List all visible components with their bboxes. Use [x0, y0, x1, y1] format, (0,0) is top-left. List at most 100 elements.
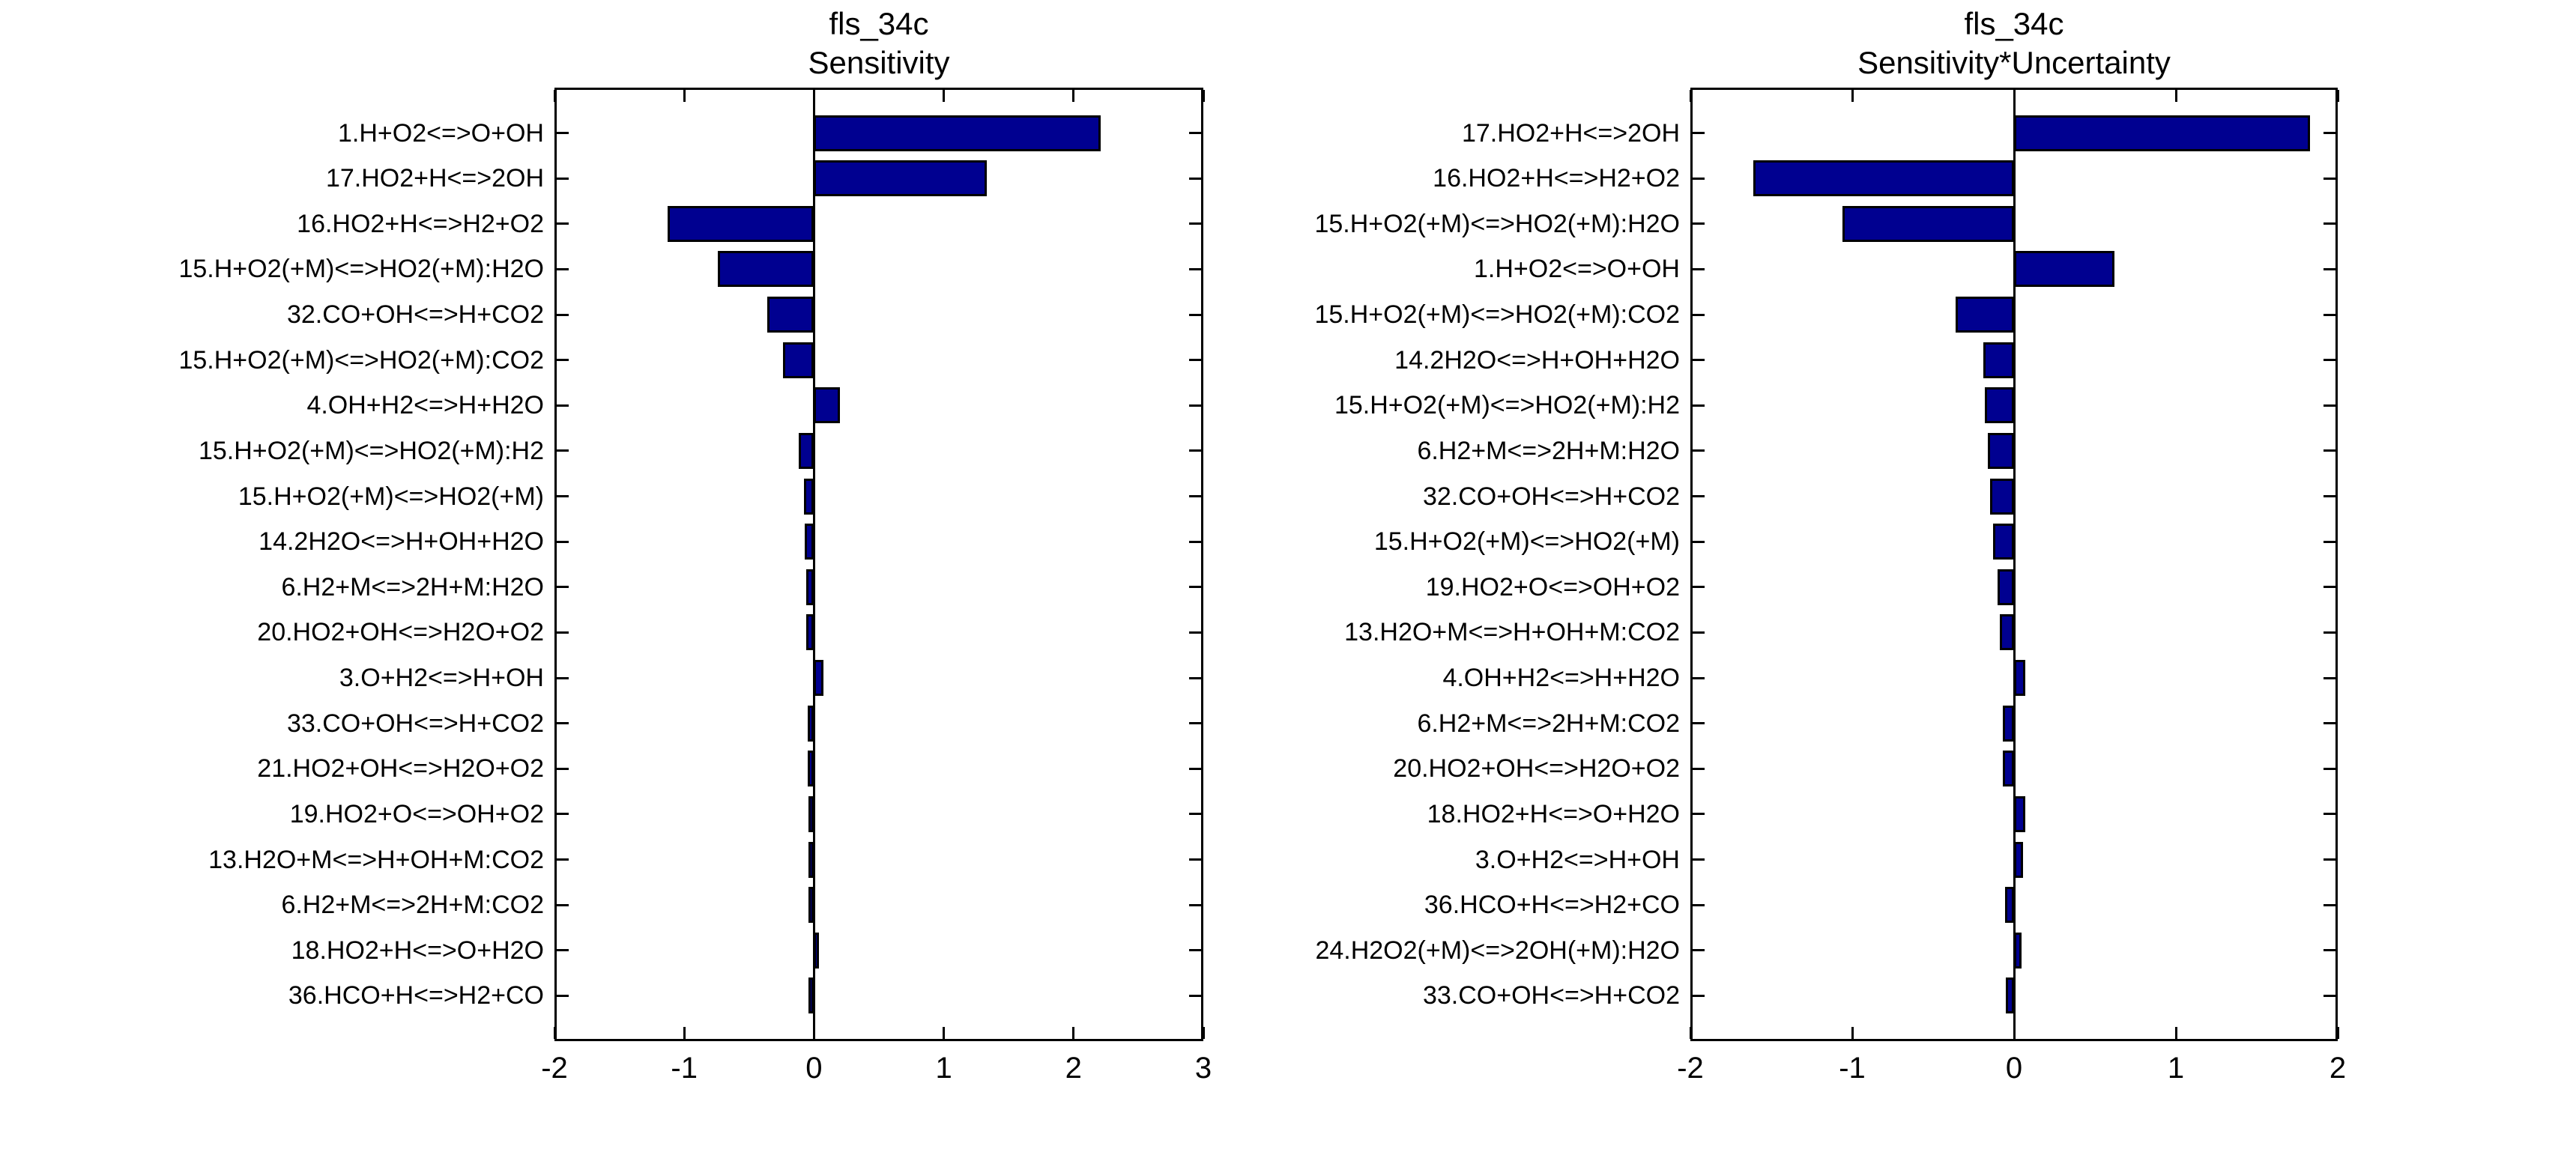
y-axis-tick-right — [2323, 994, 2335, 997]
y-axis-tick-right — [1189, 449, 1201, 452]
x-axis-tick-top — [2336, 90, 2339, 102]
data-bar — [814, 660, 823, 697]
x-axis-tick-label: -2 — [1677, 1052, 1704, 1085]
y-axis-label: 36.HCO+H<=>H2+CO — [288, 981, 544, 1010]
y-axis-label: 32.CO+OH<=>H+CO2 — [1422, 482, 1680, 511]
y-axis-tick — [1693, 267, 1705, 270]
y-axis-tick-right — [2323, 267, 2335, 270]
y-axis-tick-right — [1189, 949, 1201, 952]
y-axis-label: 16.HO2+H<=>H2+O2 — [1433, 164, 1680, 193]
y-axis-tick — [1693, 132, 1705, 135]
x-axis-tick — [2174, 1027, 2177, 1039]
y-axis-label: 3.O+H2<=>H+OH — [1475, 845, 1680, 874]
x-axis-tick — [1202, 1027, 1205, 1039]
right-chart-title-line1: fls_34c — [1964, 6, 2064, 41]
y-axis-tick-right — [2323, 767, 2335, 770]
data-bar — [814, 160, 987, 197]
data-bar — [807, 751, 814, 787]
y-axis-tick-right — [1189, 495, 1201, 498]
data-bar — [718, 251, 814, 288]
y-axis-tick-right — [1189, 177, 1201, 180]
y-axis-tick-right — [1189, 222, 1201, 225]
y-axis-tick — [1693, 313, 1705, 316]
data-bar — [2014, 841, 2023, 878]
x-axis-tick-top — [943, 90, 946, 102]
y-axis-tick — [1693, 813, 1705, 816]
x-axis-tick-label: 3 — [1194, 1052, 1212, 1085]
y-axis-label: 1.H+O2<=>O+OH — [338, 118, 544, 148]
left-chart-title-line1: fls_34c — [829, 6, 929, 41]
y-axis-label: 6.H2+M<=>2H+M:CO2 — [1417, 709, 1680, 738]
y-axis-tick — [1693, 495, 1705, 498]
x-axis-tick — [1072, 1027, 1075, 1039]
x-axis-tick-label: -2 — [541, 1052, 568, 1085]
y-axis-tick — [557, 994, 569, 997]
y-axis-tick — [557, 676, 569, 679]
y-axis-tick-right — [2323, 177, 2335, 180]
plot-box — [554, 88, 1203, 1041]
x-axis-tick-top — [1072, 90, 1075, 102]
y-axis-tick-right — [2323, 359, 2335, 362]
y-axis-label: 18.HO2+H<=>O+H2O — [291, 936, 544, 965]
x-axis-tick-label: 1 — [935, 1052, 952, 1085]
y-axis-label: 15.H+O2(+M)<=>HO2(+M):CO2 — [178, 345, 544, 375]
y-axis-tick-right — [1189, 813, 1201, 816]
y-axis-label: 20.HO2+OH<=>H2O+O2 — [1393, 754, 1680, 783]
data-bar — [1992, 524, 2014, 560]
y-axis-tick-right — [1189, 722, 1201, 725]
y-axis-tick — [557, 132, 569, 135]
y-axis-label: 36.HCO+H<=>H2+CO — [1424, 891, 1680, 920]
y-axis-tick — [557, 267, 569, 270]
y-axis-label: 3.O+H2<=>H+OH — [339, 664, 544, 693]
data-bar — [2002, 705, 2014, 742]
data-bar — [1989, 478, 2014, 515]
data-bar — [767, 297, 814, 333]
data-bar — [667, 205, 814, 242]
zero-axis-line — [812, 88, 815, 1041]
data-bar — [1956, 297, 2014, 333]
y-axis-tick-right — [2323, 449, 2335, 452]
y-axis-label: 15.H+O2(+M)<=>HO2(+M):H2 — [198, 436, 544, 465]
x-axis-tick — [1851, 1027, 1854, 1039]
y-axis-tick — [557, 313, 569, 316]
right-chart-title: fls_34c Sensitivity*Uncertainty — [1564, 4, 2464, 82]
data-bar — [1998, 569, 2014, 605]
data-bar — [2014, 795, 2026, 832]
zero-axis-line — [2013, 88, 2016, 1041]
x-axis-tick-top — [683, 90, 686, 102]
x-axis-tick-top — [2174, 90, 2177, 102]
y-axis-label: 33.CO+OH<=>H+CO2 — [1422, 981, 1680, 1010]
y-axis-tick-right — [1189, 132, 1201, 135]
x-axis-tick-top — [1851, 90, 1854, 102]
y-axis-tick — [1693, 949, 1705, 952]
y-axis-tick-right — [2323, 949, 2335, 952]
y-axis-label: 24.H2O2(+M)<=>2OH(+M):H2O — [1315, 936, 1680, 965]
data-bar — [1753, 160, 2014, 197]
y-axis-tick-right — [1189, 313, 1201, 316]
y-axis-tick — [1693, 449, 1705, 452]
y-axis-label: 17.HO2+H<=>2OH — [325, 164, 544, 193]
x-axis-tick-label: 2 — [1065, 1052, 1082, 1085]
y-axis-tick-right — [1189, 267, 1201, 270]
y-axis-label: 4.OH+H2<=>H+H2O — [1442, 664, 1680, 693]
left-chart-title: fls_34c Sensitivity — [429, 4, 1328, 82]
y-axis-tick — [557, 359, 569, 362]
x-axis-tick-top — [1689, 90, 1692, 102]
y-axis-tick-right — [1189, 540, 1201, 543]
y-axis-label: 14.2H2O<=>H+OH+H2O — [1394, 345, 1680, 375]
data-bar — [807, 705, 814, 742]
x-axis-tick-top — [812, 90, 815, 102]
y-axis-label: 33.CO+OH<=>H+CO2 — [286, 709, 544, 738]
y-axis-tick — [1693, 359, 1705, 362]
data-bar — [2014, 932, 2022, 969]
data-bar — [2014, 115, 2311, 151]
x-axis-tick — [683, 1027, 686, 1039]
y-axis-label: 13.H2O+M<=>H+OH+M:CO2 — [208, 845, 544, 874]
y-axis-tick-right — [2323, 132, 2335, 135]
y-axis-tick-right — [2323, 722, 2335, 725]
y-axis-label: 21.HO2+OH<=>H2O+O2 — [257, 754, 544, 783]
x-axis-tick — [1689, 1027, 1692, 1039]
y-axis-tick-right — [2323, 313, 2335, 316]
y-axis-tick-right — [1189, 631, 1201, 634]
y-axis-label: 15.H+O2(+M)<=>HO2(+M):H2O — [1314, 209, 1680, 238]
